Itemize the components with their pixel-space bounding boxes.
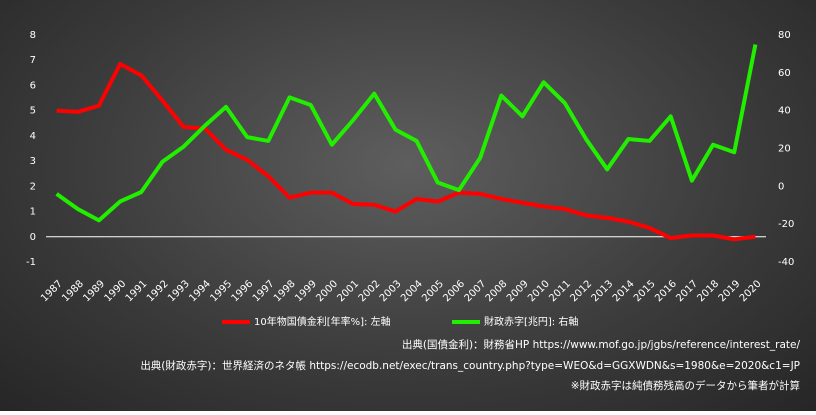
y2-tick-label: 40 <box>778 106 791 117</box>
x-tick-label: 2000 <box>314 278 340 304</box>
x-tick-label: 2015 <box>632 278 658 304</box>
x-tick-label: 2012 <box>568 278 594 304</box>
x-tick-label: 1992 <box>145 278 171 304</box>
x-tick-label: 1987 <box>39 278 65 304</box>
x-tick-label: 2009 <box>505 278 531 304</box>
x-tick-label: 2001 <box>336 278 362 304</box>
x-tick-label: 1996 <box>230 278 256 304</box>
y-tick-label: 7 <box>30 55 36 66</box>
x-tick-label: 2008 <box>484 278 510 304</box>
y-tick-label: -1 <box>26 257 36 268</box>
y-tick-label: 4 <box>30 131 36 142</box>
x-tick-label: 2016 <box>653 278 679 304</box>
x-tick-label: 2004 <box>399 278 425 304</box>
series-line <box>55 44 758 223</box>
note: ※財政赤字は純債務残高のデータから筆者が計算 <box>571 379 800 392</box>
x-tick-label: 2020 <box>738 278 764 304</box>
x-tick-label: 2003 <box>378 278 404 304</box>
y-tick-label: 6 <box>30 80 36 91</box>
x-tick-label: 1993 <box>166 278 192 304</box>
x-tick-label: 2019 <box>717 278 743 304</box>
x-tick-label: 1991 <box>124 278 150 304</box>
y2-tick-label: 60 <box>778 68 791 79</box>
x-tick-label: 2017 <box>674 278 700 304</box>
x-tick-label: 1990 <box>103 278 129 304</box>
legend-label: 財政赤字[兆円]: 右軸 <box>484 315 578 328</box>
y-tick-label: 5 <box>30 106 36 117</box>
y-tick-label: 0 <box>30 232 36 243</box>
x-tick-label: 2018 <box>696 278 722 304</box>
x-tick-label: 2005 <box>420 278 446 304</box>
x-tick-label: 2014 <box>611 278 637 304</box>
y2-tick-label: 0 <box>778 181 784 192</box>
y2-tick-label: -20 <box>778 219 794 230</box>
x-tick-label: 1989 <box>81 278 107 304</box>
y-tick-label: 1 <box>30 207 36 218</box>
y-tick-label: 2 <box>30 181 36 192</box>
x-tick-label: 2002 <box>357 278 383 304</box>
note: 出典(財政赤字)：世界経済のネタ帳 https://ecodb.net/exec… <box>140 359 800 372</box>
legend-label: 10年物国債金利[年率%]: 左軸 <box>254 315 391 328</box>
note: 出典(国債金利)：財務省HP https://www.mof.go.jp/jgb… <box>402 338 801 351</box>
x-tick-label: 1998 <box>272 278 298 304</box>
x-tick-label: 1994 <box>187 278 213 304</box>
x-tick-label: 1988 <box>60 278 86 304</box>
y-tick-label: 3 <box>30 156 36 167</box>
series-line <box>56 62 756 242</box>
x-tick-label: 2011 <box>547 278 573 304</box>
x-tick-label: 2006 <box>441 278 467 304</box>
x-tick-label: 1997 <box>251 278 277 304</box>
y2-tick-label: 20 <box>778 144 791 155</box>
y2-tick-label: -40 <box>778 257 794 268</box>
x-tick-label: 2013 <box>590 278 616 304</box>
x-tick-label: 1999 <box>293 278 319 304</box>
x-tick-label: 2010 <box>526 278 552 304</box>
y-tick-label: 8 <box>30 30 36 41</box>
y2-tick-label: 80 <box>778 30 791 41</box>
x-tick-label: 2007 <box>463 278 489 304</box>
x-tick-label: 1995 <box>208 278 234 304</box>
